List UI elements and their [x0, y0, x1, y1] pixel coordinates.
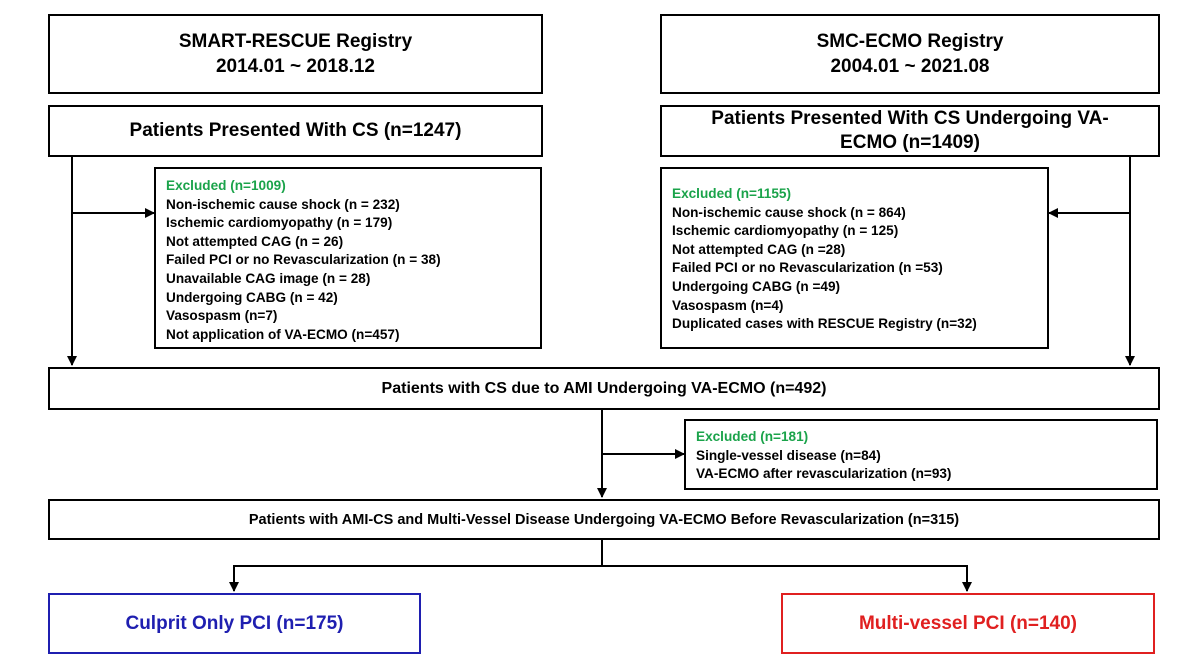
registry-right-period: 2004.01 ~ 2021.08: [830, 56, 990, 77]
final-box: Patients with AMI-CS and Multi-Vessel Di…: [48, 499, 1160, 540]
excluded-right-label: Excluded (n=1155): [672, 186, 791, 201]
presented-right-box: Patients Presented With CS Undergoing VA…: [660, 105, 1160, 157]
excluded-left-box: Excluded (n=1009) Non-ischemic cause sho…: [154, 167, 542, 349]
excluded-left-label: Excluded (n=1009): [166, 178, 286, 193]
group-multi-text: Multi-vessel PCI (n=140): [858, 612, 1078, 634]
list-item: Ischemic cardiomyopathy (n = 179): [166, 215, 393, 231]
registry-left-box: SMART-RESCUE Registry 2014.01 ~ 2018.12: [48, 14, 543, 94]
list-item: VA-ECMO after revascularization (n=93): [696, 466, 952, 482]
presented-left-box: Patients Presented With CS (n=1247): [48, 105, 543, 157]
list-item: Ischemic cardiomyopathy (n = 125): [672, 223, 899, 239]
excluded-mid-box: Excluded (n=181) Single-vessel disease (…: [684, 419, 1158, 490]
list-item: Vasospasm (n=7): [166, 308, 278, 324]
combined-box: Patients with CS due to AMI Undergoing V…: [48, 367, 1160, 410]
combined-text: Patients with CS due to AMI Undergoing V…: [381, 379, 827, 397]
registry-left-period: 2014.01 ~ 2018.12: [215, 56, 375, 77]
final-text: Patients with AMI-CS and Multi-Vessel Di…: [248, 511, 960, 528]
list-item: Not attempted CAG (n = 26): [166, 233, 344, 249]
list-item: Undergoing CABG (n = 42): [166, 289, 338, 305]
list-item: Unavailable CAG image (n = 28): [166, 270, 371, 286]
list-item: Not application of VA-ECMO (n=457): [166, 326, 400, 342]
group-multi-box: Multi-vessel PCI (n=140): [781, 593, 1155, 654]
list-item: Not attempted CAG (n =28): [672, 241, 846, 257]
list-item: Single-vessel disease (n=84): [696, 447, 881, 463]
registry-left-name: SMART-RESCUE Registry: [178, 31, 413, 52]
list-item: Vasospasm (n=4): [672, 297, 784, 313]
group-culprit-text: Culprit Only PCI (n=175): [125, 612, 344, 634]
presented-right-line1: Patients Presented With CS Undergoing VA…: [711, 108, 1109, 129]
group-culprit-box: Culprit Only PCI (n=175): [48, 593, 421, 654]
excluded-mid-label: Excluded (n=181): [696, 429, 809, 444]
registry-right-box: SMC-ECMO Registry 2004.01 ~ 2021.08: [660, 14, 1160, 94]
excluded-right-box: Excluded (n=1155) Non-ischemic cause sho…: [660, 167, 1049, 349]
list-item: Non-ischemic cause shock (n = 864): [672, 204, 906, 220]
presented-right-line2: ECMO (n=1409): [840, 132, 980, 153]
list-item: Non-ischemic cause shock (n = 232): [166, 196, 400, 212]
list-item: Duplicated cases with RESCUE Registry (n…: [672, 316, 977, 332]
list-item: Undergoing CABG (n =49): [672, 278, 841, 294]
list-item: Failed PCI or no Revascularization (n = …: [166, 252, 441, 268]
presented-left-text: Patients Presented With CS (n=1247): [129, 120, 462, 141]
registry-right-name: SMC-ECMO Registry: [816, 31, 1004, 52]
list-item: Failed PCI or no Revascularization (n =5…: [672, 260, 943, 276]
